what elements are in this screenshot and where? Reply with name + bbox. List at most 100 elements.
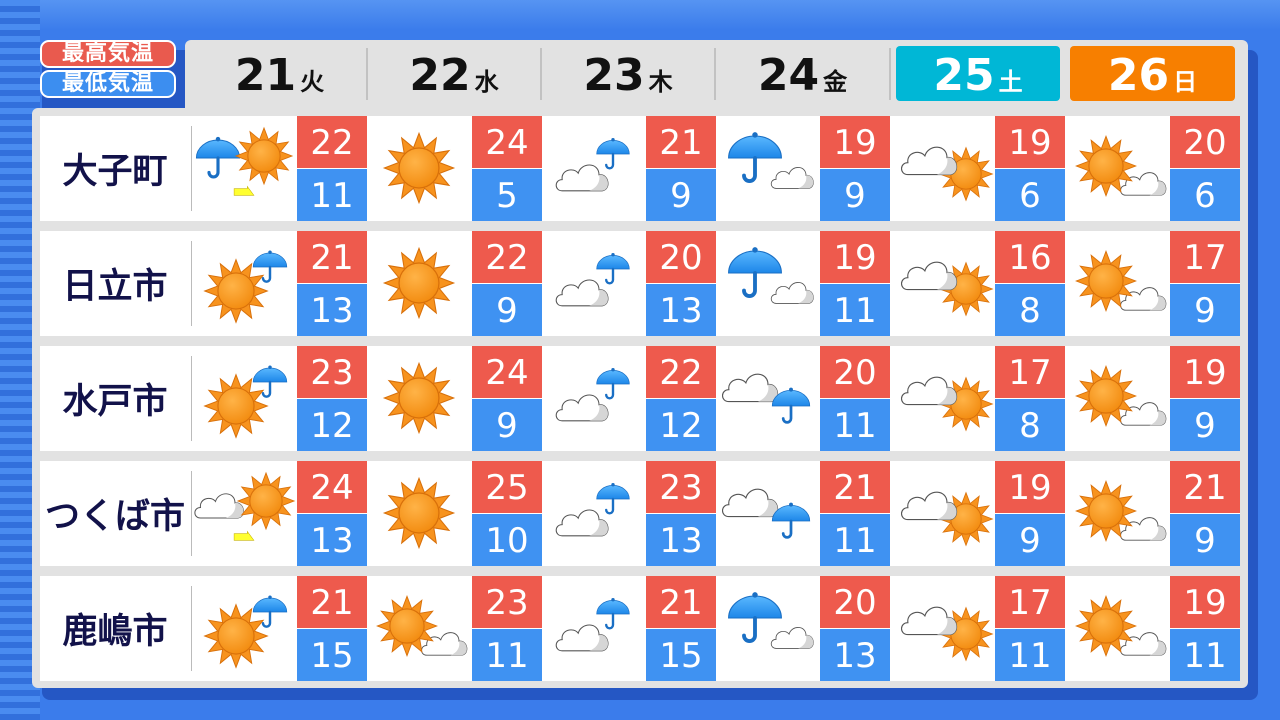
high-temp: 20: [820, 576, 890, 628]
low-temp: 9: [472, 399, 542, 451]
low-temp: 12: [646, 399, 716, 451]
weather-icon-rain-with-cloud: [715, 576, 820, 681]
legend-high-temp: 最高気温: [40, 40, 176, 68]
city-name: 日立市: [62, 267, 168, 307]
high-temp: 21: [1170, 461, 1240, 513]
weather-icon-cloud-with-rain: [541, 576, 646, 681]
high-temp: 21: [297, 576, 367, 628]
day-weekday: 土: [998, 68, 1023, 96]
background-band: [0, 0, 1280, 30]
weather-icon-sun-with-cloud: [1066, 231, 1171, 336]
cloud-icon: [770, 282, 814, 304]
arrow-icon: [233, 186, 255, 196]
low-temp: 15: [297, 629, 367, 681]
weather-icon-sun: [367, 346, 472, 451]
weather-icon-cloud-with-rain: [541, 116, 646, 221]
umbrella-icon: [726, 245, 784, 299]
weather-icon-sun-with-rain: [192, 231, 297, 336]
sun-icon: [235, 127, 293, 185]
city-row: つくば市 24 13 25 10 23 13 21 11 19 9 21 9: [40, 461, 1240, 566]
umbrella-icon: [726, 130, 784, 184]
weather-icon-cloud-with-sun: [890, 576, 995, 681]
legend-low-temp: 最低気温: [40, 70, 176, 98]
umbrella-icon: [595, 136, 631, 170]
city-row: 日立市 21 13 22 9 20 13 19 11 16 8 17 9: [40, 231, 1240, 336]
weather-icon-cloud-with-sun: [890, 116, 995, 221]
high-temp: 19: [820, 116, 890, 168]
low-temp: 5: [472, 169, 542, 221]
city-row: 水戸市 23 12 24 9 22 12 20 11 17 8 19 9: [40, 346, 1240, 451]
high-temp: 17: [995, 346, 1065, 398]
sun-icon: [204, 604, 268, 668]
umbrella-icon: [726, 590, 784, 644]
high-temp: 19: [1170, 576, 1240, 628]
high-temp: 21: [646, 576, 716, 628]
umbrella-icon: [595, 366, 631, 400]
weather-icon-rain-with-cloud: [715, 116, 820, 221]
cloud-icon: [900, 146, 958, 176]
cloud-icon: [770, 627, 814, 649]
divider: [191, 126, 192, 211]
arrow-icon: [233, 531, 255, 541]
high-temp: 20: [820, 346, 890, 398]
low-temp: 11: [820, 514, 890, 566]
day-date: 22: [409, 50, 471, 101]
weather-icon-cloud-with-sun: [890, 231, 995, 336]
low-temp: 8: [995, 284, 1065, 336]
high-temp: 20: [646, 231, 716, 283]
weather-icon-sun: [367, 461, 472, 566]
high-temp: 22: [646, 346, 716, 398]
weather-icon-rain-with-cloud: [715, 231, 820, 336]
day-header-0: 21 火: [192, 46, 367, 101]
weather-icon-cloud-then-rain: [715, 461, 820, 566]
sun-icon: [383, 477, 455, 549]
weather-icon-sun-with-cloud: [367, 576, 472, 681]
city-name: 水戸市: [62, 382, 168, 422]
cloud-icon: [194, 493, 244, 519]
high-temp: 19: [995, 461, 1065, 513]
low-temp: 11: [472, 629, 542, 681]
day-header-5: 26 日: [1070, 46, 1235, 101]
day-weekday: 木: [648, 68, 673, 96]
low-temp: 13: [820, 629, 890, 681]
sun-icon: [383, 247, 455, 319]
sun-icon: [237, 472, 295, 530]
high-temp: 23: [472, 576, 542, 628]
weather-icon-sun-with-cloud: [1066, 576, 1171, 681]
divider: [191, 356, 192, 441]
high-temp: 19: [1170, 346, 1240, 398]
cloud-icon: [555, 509, 609, 537]
divider: [191, 471, 192, 556]
high-temp: 16: [995, 231, 1065, 283]
weather-icon-sun-with-rain: [192, 346, 297, 451]
low-temp: 9: [646, 169, 716, 221]
low-temp: 8: [995, 399, 1065, 451]
weather-icon-cloud-then-sun: [192, 461, 297, 566]
day-date: 25: [933, 50, 995, 101]
city-row: 大子町 22 11 24 5 21 9 19 9 19 6 20 6: [40, 116, 1240, 221]
day-header-4: 25 土: [896, 46, 1060, 101]
weather-icon-cloud-then-rain: [715, 346, 820, 451]
weather-icon-sun-with-cloud: [1066, 461, 1171, 566]
weather-icon-sun: [367, 116, 472, 221]
umbrella-icon: [194, 135, 242, 179]
city-name: 大子町: [62, 152, 168, 192]
weather-icon-sun-with-cloud: [1066, 116, 1171, 221]
sun-icon: [204, 259, 268, 323]
day-date: 23: [583, 50, 645, 101]
day-header-1: 22 水: [367, 46, 541, 101]
high-temp: 24: [472, 346, 542, 398]
cloud-icon: [770, 167, 814, 189]
weather-icon-cloud-with-sun: [890, 346, 995, 451]
weather-icon-rain-then-sun: [192, 116, 297, 221]
city-name: つくば市: [44, 497, 185, 537]
weather-icon-cloud-with-rain: [541, 346, 646, 451]
high-temp: 23: [646, 461, 716, 513]
low-temp: 11: [297, 169, 367, 221]
high-temp: 25: [472, 461, 542, 513]
weather-icon-cloud-with-rain: [541, 461, 646, 566]
cloud-icon: [555, 624, 609, 652]
low-temp: 6: [1170, 169, 1240, 221]
high-temp: 21: [820, 461, 890, 513]
high-temp: 21: [297, 231, 367, 283]
